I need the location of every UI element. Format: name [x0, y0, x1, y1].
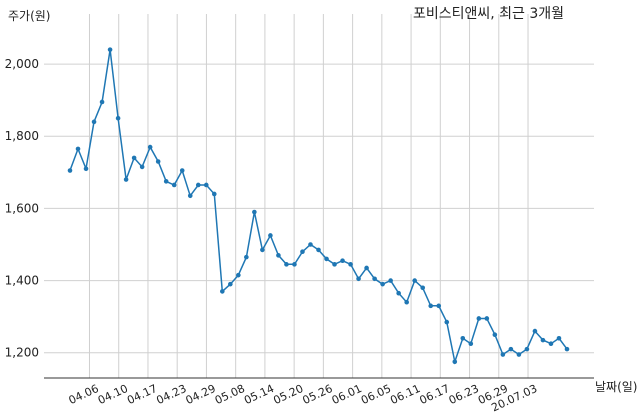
x-axis-label: 날짜(일) [595, 380, 637, 394]
data-point [308, 242, 313, 247]
data-point [131, 155, 137, 161]
data-point [484, 316, 490, 321]
data-point [436, 303, 442, 309]
y-axis-ticks: 1,200 1,400 1,600 1,800 2,000 [5, 57, 39, 360]
data-point [91, 119, 97, 125]
data-point [107, 47, 113, 52]
data-point [187, 193, 193, 199]
data-point [556, 336, 562, 341]
data-point [332, 262, 337, 267]
data-point [75, 146, 81, 152]
data-point [284, 262, 289, 267]
data-point [500, 352, 506, 357]
data-point [276, 253, 281, 258]
data-point [340, 258, 345, 264]
data-point [540, 337, 546, 343]
data-point [67, 168, 73, 173]
data-point [452, 359, 458, 365]
data-point [324, 256, 329, 262]
data-point [404, 299, 409, 305]
data-point [171, 182, 177, 188]
data-point [163, 179, 169, 184]
chart-title: 포비스티앤씨, 최근 3개월 [413, 6, 564, 22]
data-point [244, 254, 249, 260]
data-point [532, 328, 538, 334]
y-axis-label: 주가(원) [8, 9, 50, 23]
data-point [179, 168, 185, 173]
data-point [380, 281, 385, 287]
data-point [260, 247, 265, 253]
data-point [412, 278, 417, 283]
data-point [203, 182, 209, 188]
data-point [476, 316, 482, 321]
data-point [508, 346, 514, 352]
data-point [348, 262, 353, 267]
data-point [252, 209, 257, 215]
data-point [468, 341, 474, 347]
data-point [268, 233, 273, 238]
data-point [460, 336, 466, 341]
data-point [428, 303, 434, 309]
data-point [444, 319, 450, 325]
data-point [115, 115, 121, 121]
data-point [155, 159, 161, 164]
y-tick-label: 1,600 [5, 201, 39, 215]
data-point [228, 281, 233, 287]
data-point [236, 272, 241, 278]
price-points [67, 47, 570, 365]
data-point [372, 276, 377, 282]
data-point [524, 346, 530, 352]
data-point [99, 99, 105, 105]
data-point [356, 276, 361, 282]
data-point [548, 341, 554, 347]
data-point [211, 191, 217, 197]
y-tick-label: 1,800 [5, 129, 39, 143]
data-point [396, 290, 401, 296]
data-point [123, 177, 129, 182]
data-point [139, 164, 145, 170]
y-tick-label: 2,000 [5, 57, 39, 71]
price-line [69, 49, 568, 365]
data-point [292, 262, 297, 267]
data-point [564, 346, 570, 352]
data-point [220, 289, 225, 294]
data-point [147, 144, 153, 150]
data-point [492, 332, 498, 338]
data-point [364, 265, 369, 271]
grid-lines [44, 14, 594, 378]
x-axis-ticks: 04.0604.1004.1704.2304.2905.0805.1405.20… [67, 382, 540, 414]
data-point [516, 352, 522, 357]
y-tick-label: 1,400 [5, 274, 39, 288]
data-point [388, 278, 393, 283]
data-point [420, 285, 426, 291]
data-point [195, 182, 201, 188]
y-tick-label: 1,200 [5, 346, 39, 360]
data-point [316, 247, 321, 253]
data-point [83, 166, 89, 172]
data-point [300, 249, 305, 255]
